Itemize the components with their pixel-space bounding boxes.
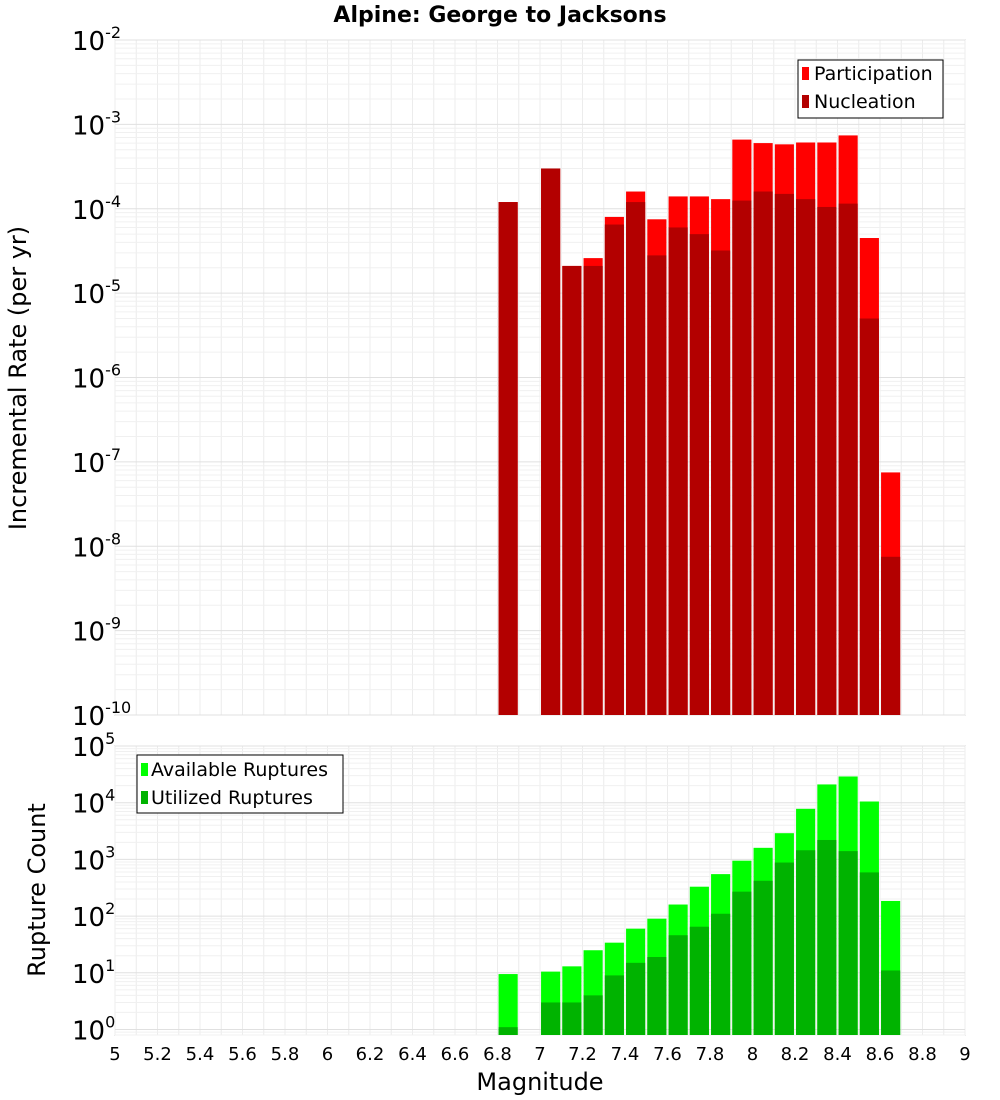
count-bar-utilized-ruptures [838,851,858,1035]
bottom-bars [498,776,901,1035]
x-tick-label: 8.2 [781,1044,810,1065]
top-y-tick-label: 10-4 [72,192,121,226]
count-bar-utilized-ruptures [583,995,603,1035]
rate-bar-nucleation [774,193,794,715]
count-bar-utilized-ruptures [604,975,624,1035]
x-tick-label: 7 [534,1044,545,1065]
rate-bar-nucleation [711,250,731,715]
chart-title: Alpine: George to Jacksons [333,3,666,28]
x-tick-label: 5.8 [271,1044,300,1065]
bottom-y-tick-label: 103 [72,842,115,876]
legend-label-nucleation: Nucleation [814,91,916,113]
rate-bar-nucleation [732,200,752,715]
x-tick-label: 7.2 [568,1044,597,1065]
bottom-y-tick-labels: 100 101 102 103 104 105 [72,729,115,1047]
legend-label-participation: Participation [814,63,933,85]
x-tick-label: 6 [322,1044,333,1065]
x-tick-label: 7.6 [653,1044,682,1065]
x-tick-label: 5.6 [228,1044,257,1065]
legend-label-available: Available Ruptures [151,759,328,781]
count-bar-utilized-ruptures [626,962,646,1035]
legend-swatch-nucleation [802,95,809,108]
x-tick-labels: 5 5.2 5.4 5.6 5.8 6 6.2 6.4 6.6 6.8 7 7.2 7.4 7.6 7.8 8… [109,1044,970,1065]
top-panel: 10-10 10-9 10-8 10-7 10-6 10-5 10-4 10-3 10-2 In… [4,23,966,732]
rate-bar-nucleation [668,227,688,715]
count-bar-utilized-ruptures [668,935,688,1035]
x-tick-label: 5.2 [143,1044,172,1065]
count-bar-utilized-ruptures [817,839,837,1035]
rate-bar-nucleation [689,234,709,715]
rate-bar-nucleation [626,202,646,715]
rate-bar-nucleation [562,265,582,715]
rate-bar-nucleation [647,255,667,715]
count-bar-utilized-ruptures [541,1002,561,1035]
count-bar-utilized-ruptures [774,862,794,1035]
count-bar-utilized-ruptures [753,880,773,1035]
top-y-tick-labels: 10-10 10-9 10-8 10-7 10-6 10-5 10-4 10-3 10-2 [72,23,131,732]
x-tick-label: 7.4 [611,1044,640,1065]
bottom-panel: 100 101 102 103 104 105 5 5.2 5.4 5.6 5.8 6 6.2 6.4 6… [23,729,971,1096]
x-tick-label: 8.4 [823,1044,852,1065]
rate-bar-nucleation [541,168,561,715]
top-legend: Participation Nucleation [797,59,944,119]
count-bar-utilized-ruptures [647,956,667,1035]
rate-bar-nucleation [881,556,901,715]
rate-bar-nucleation [583,265,603,715]
legend-swatch-available [141,763,148,776]
top-y-tick-label: 10-8 [72,529,121,563]
top-y-tick-label: 10-2 [72,23,121,57]
top-y-axis-label: Incremental Rate (per yr) [4,226,32,530]
top-y-tick-label: 10-9 [72,614,121,648]
top-y-tick-label: 10-10 [72,698,131,732]
legend-swatch-utilized [141,791,148,804]
bottom-y-tick-label: 101 [72,956,115,990]
bottom-legend: Available Ruptures Utilized Ruptures [136,754,344,814]
top-y-tick-label: 10-3 [72,107,121,141]
x-tick-label: 5 [109,1044,120,1065]
x-tick-label: 7.8 [696,1044,725,1065]
rate-bar-nucleation [817,206,837,715]
count-bar-utilized-ruptures [498,1027,518,1035]
bottom-legend-box [136,754,344,814]
bottom-y-tick-label: 104 [72,786,115,820]
top-bars [498,135,901,716]
count-bar-utilized-ruptures [859,872,879,1035]
count-bar-utilized-ruptures [689,926,709,1035]
rate-bar-nucleation [753,191,773,716]
x-tick-label: 6.4 [398,1044,427,1065]
bottom-y-tick-label: 100 [72,1013,115,1047]
legend-swatch-participation [802,67,809,80]
count-bar-available-ruptures [498,974,518,1035]
x-tick-label: 6.8 [483,1044,512,1065]
bottom-y-tick-label: 105 [72,729,115,763]
count-bar-utilized-ruptures [881,970,901,1035]
top-grid [114,39,966,716]
x-tick-label: 6.2 [356,1044,385,1065]
bottom-y-tick-label: 102 [72,899,115,933]
count-bar-utilized-ruptures [711,913,731,1035]
x-axis-label: Magnitude [476,1068,603,1096]
x-tick-label: 6.6 [441,1044,470,1065]
top-y-tick-label: 10-6 [72,361,121,395]
count-bar-utilized-ruptures [562,1002,582,1035]
top-y-tick-label: 10-5 [72,276,121,310]
bottom-y-axis-label: Rupture Count [23,803,51,977]
x-tick-label: 8.6 [866,1044,895,1065]
x-tick-label: 8.8 [908,1044,937,1065]
top-y-tick-label: 10-7 [72,445,121,479]
rate-bar-nucleation [498,202,518,715]
x-tick-label: 8 [747,1044,758,1065]
count-bar-utilized-ruptures [732,891,752,1035]
x-tick-label: 5.4 [186,1044,215,1065]
legend-label-utilized: Utilized Ruptures [151,787,313,809]
x-tick-label: 9 [959,1044,970,1065]
top-legend-box [797,59,944,119]
rate-bar-nucleation [859,318,879,715]
rate-bar-nucleation [838,203,858,716]
rate-bar-nucleation [796,199,816,715]
count-bar-utilized-ruptures [796,850,816,1035]
rate-bar-nucleation [604,224,624,715]
